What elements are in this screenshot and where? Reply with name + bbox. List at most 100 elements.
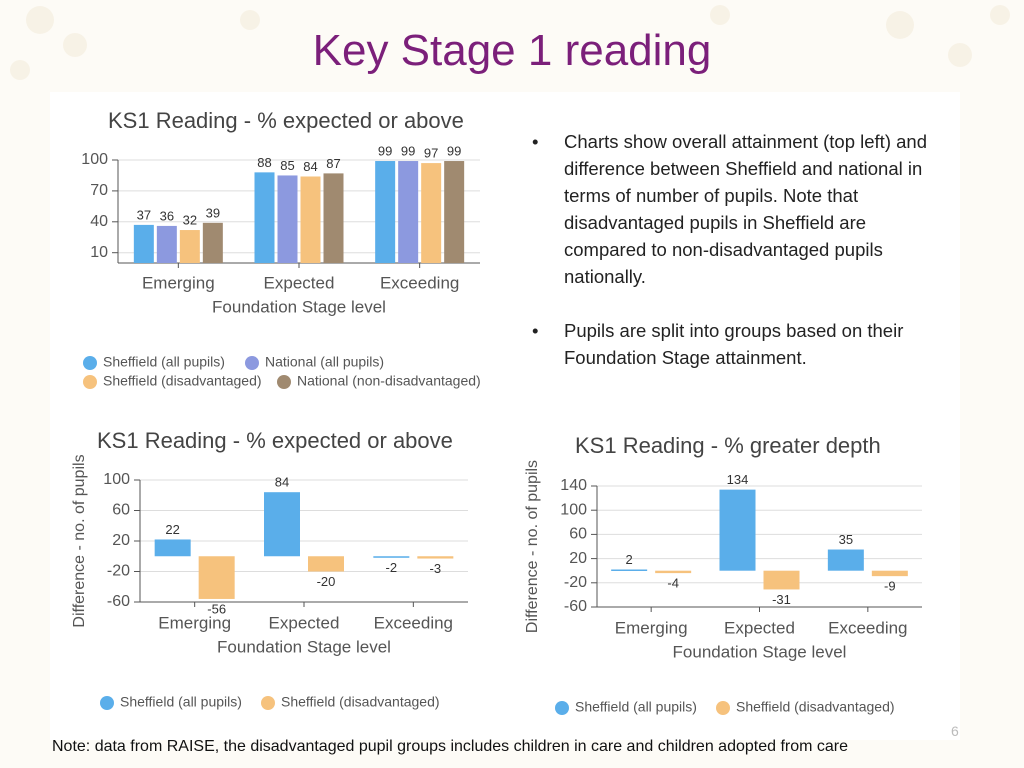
data-label: 99 [401,143,415,158]
y-tick-label: 140 [560,477,587,494]
bullet: Pupils are split into groups based on th… [530,317,930,371]
legend-marker [277,375,291,389]
x-tick-label: Emerging [615,618,688,637]
data-label: 99 [447,143,461,158]
data-label: -4 [667,576,679,591]
y-tick-label: 10 [90,244,108,261]
legend-label: Sheffield (disadvantaged) [281,694,440,710]
y-tick-label: 60 [569,526,587,543]
y-tick-label: -60 [107,593,130,610]
bar [300,176,321,263]
chart-title: KS1 Reading - % expected or above [108,108,464,133]
data-label: 22 [165,522,179,537]
chart-title: KS1 Reading - % expected or above [97,428,453,453]
data-label: 35 [839,532,853,547]
y-tick-label: 100 [81,151,108,168]
legend-label: National (all pupils) [265,354,384,370]
legend-label: Sheffield (all pupils) [575,699,697,715]
bar [375,161,396,263]
data-label: -20 [317,574,336,589]
x-axis-label: Foundation Stage level [673,642,847,661]
legend-marker [555,701,569,715]
data-label: -9 [884,579,896,594]
legend-marker [261,696,275,710]
y-tick-label: 60 [112,502,130,519]
decoration [10,5,1010,80]
bar [763,570,800,590]
bar [202,222,223,263]
legend-label: National (non-disadvantaged) [297,373,481,389]
legend-label: Sheffield (disadvantaged) [103,373,262,389]
data-label: 97 [424,146,438,161]
bar [655,570,692,574]
data-label: 36 [160,208,174,223]
bar [444,161,465,263]
y-tick-label: 70 [90,182,108,199]
data-label: -3 [430,561,442,576]
bar [398,161,419,263]
bar [421,163,442,263]
data-label: 32 [183,212,197,227]
x-tick-label: Emerging [158,613,231,632]
chart-title: KS1 Reading - % greater depth [575,433,881,458]
data-label: 88 [257,155,271,170]
bar [154,539,191,557]
bar [417,556,454,559]
bar [156,225,177,263]
y-axis-label: Difference - no. of pupils [524,460,541,633]
data-label: -56 [207,601,226,616]
bar [611,569,648,571]
legend-marker [83,375,97,389]
data-label: 84 [275,475,289,490]
x-tick-label: Expected [724,618,795,637]
data-label: -31 [772,592,791,607]
bar [871,570,908,577]
y-tick-label: 100 [560,501,587,518]
legend-marker [245,356,259,370]
legend-marker [716,701,730,715]
bar [198,556,235,599]
x-tick-label: Expected [264,273,335,292]
bullet-list: Charts show overall attainment (top left… [530,128,930,398]
y-tick-label: 20 [569,550,587,567]
bar [179,230,200,263]
data-label: 87 [326,156,340,171]
data-label: 85 [280,158,294,173]
bar [719,489,756,571]
bar [264,492,300,557]
legend-marker [83,356,97,370]
data-label: -2 [386,560,398,575]
bar [323,173,344,263]
bar [133,224,154,263]
x-axis-label: Foundation Stage level [217,637,391,656]
legend-label: Sheffield (all pupils) [103,354,225,370]
x-tick-label: Exceeding [374,613,453,632]
y-axis-label: Difference - no. of pupils [71,454,88,627]
y-tick-label: -20 [564,574,587,591]
legend-label: Sheffield (all pupils) [120,694,242,710]
data-label: 37 [137,207,151,222]
slide-title: Key Stage 1 reading [312,26,712,75]
page-number: 6 [951,723,959,739]
y-tick-label: 40 [90,213,108,230]
x-tick-label: Emerging [142,273,215,292]
data-label: 99 [378,143,392,158]
data-label: 134 [727,472,749,487]
bar [308,556,344,572]
legend-label: Sheffield (disadvantaged) [736,699,895,715]
bar [373,556,410,558]
bullet: Charts show overall attainment (top left… [530,128,930,290]
footnote: Note: data from RAISE, the disadvantaged… [52,738,849,755]
bar [254,172,275,263]
x-axis-label: Foundation Stage level [212,297,386,316]
x-tick-label: Expected [269,613,340,632]
data-label: 2 [626,552,633,567]
x-tick-label: Exceeding [828,618,907,637]
legend-marker [100,696,114,710]
data-label: 84 [303,159,317,174]
y-tick-label: 20 [112,532,130,549]
bar [277,175,298,263]
y-tick-label: -20 [107,563,130,580]
